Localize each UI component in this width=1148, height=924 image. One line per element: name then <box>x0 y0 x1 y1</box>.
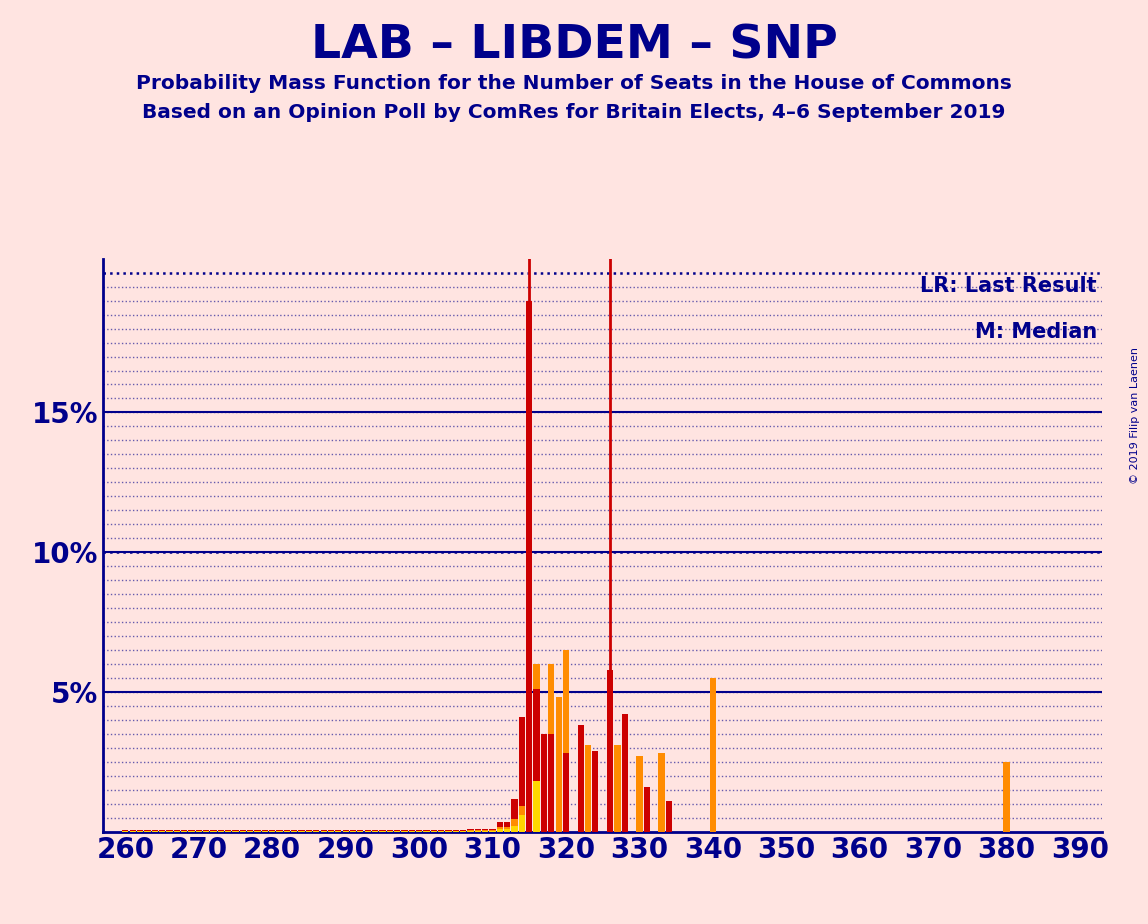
Bar <box>512 819 518 832</box>
Bar <box>636 756 643 832</box>
Bar <box>255 831 261 832</box>
Bar <box>402 830 408 832</box>
Bar <box>305 831 312 832</box>
Bar <box>203 831 209 832</box>
Bar <box>526 300 533 832</box>
Bar <box>504 829 511 832</box>
Bar <box>497 829 503 832</box>
Bar <box>563 753 569 832</box>
Bar <box>357 831 364 832</box>
Bar <box>240 831 246 832</box>
Bar <box>1003 761 1010 832</box>
Text: LR: Last Result: LR: Last Result <box>921 276 1097 296</box>
Bar <box>482 829 488 832</box>
Bar <box>467 830 474 832</box>
Bar <box>482 830 488 832</box>
Bar <box>439 830 444 832</box>
Bar <box>512 799 518 832</box>
Bar <box>592 750 598 832</box>
Bar <box>475 829 481 832</box>
Bar <box>365 830 371 832</box>
Bar <box>519 717 525 832</box>
Bar <box>262 831 267 832</box>
Bar <box>145 831 150 832</box>
Bar <box>563 650 569 832</box>
Bar <box>424 830 429 832</box>
Bar <box>556 698 561 832</box>
Bar <box>519 807 525 832</box>
Bar <box>277 831 282 832</box>
Bar <box>584 745 591 832</box>
Bar <box>210 831 217 832</box>
Bar <box>394 830 401 832</box>
Bar <box>549 734 554 832</box>
Bar <box>342 831 349 832</box>
Bar <box>475 830 481 832</box>
Bar <box>607 670 613 832</box>
Text: © 2019 Filip van Laenen: © 2019 Filip van Laenen <box>1130 347 1140 484</box>
Text: LAB – LIBDEM – SNP: LAB – LIBDEM – SNP <box>311 23 837 68</box>
Bar <box>225 831 231 832</box>
Bar <box>298 831 304 832</box>
Bar <box>534 689 540 832</box>
Bar <box>467 829 474 832</box>
Bar <box>416 830 422 832</box>
Bar <box>181 831 187 832</box>
Bar <box>460 830 466 832</box>
Bar <box>541 734 548 832</box>
Bar <box>497 827 503 832</box>
Bar <box>247 831 254 832</box>
Bar <box>497 821 503 832</box>
Bar <box>512 826 518 832</box>
Bar <box>445 830 451 832</box>
Bar <box>188 831 194 832</box>
Bar <box>284 831 290 832</box>
Bar <box>372 830 378 832</box>
Bar <box>350 831 356 832</box>
Bar <box>195 831 202 832</box>
Bar <box>122 831 129 832</box>
Bar <box>519 815 525 832</box>
Bar <box>218 831 224 832</box>
Bar <box>621 714 628 832</box>
Bar <box>328 831 334 832</box>
Bar <box>658 753 665 832</box>
Bar <box>130 831 135 832</box>
Bar <box>269 831 276 832</box>
Bar <box>577 725 584 832</box>
Bar <box>409 830 414 832</box>
Bar <box>504 827 511 832</box>
Text: M: Median: M: Median <box>975 322 1097 342</box>
Bar <box>137 831 144 832</box>
Bar <box>614 745 621 832</box>
Bar <box>452 830 459 832</box>
Bar <box>158 831 165 832</box>
Bar <box>313 831 319 832</box>
Text: Probability Mass Function for the Number of Seats in the House of Commons: Probability Mass Function for the Number… <box>137 74 1011 93</box>
Bar <box>666 801 672 832</box>
Bar <box>430 830 437 832</box>
Bar <box>232 831 239 832</box>
Bar <box>504 821 511 832</box>
Bar <box>534 664 540 832</box>
Bar <box>387 830 393 832</box>
Bar <box>152 831 157 832</box>
Bar <box>166 831 172 832</box>
Bar <box>489 829 496 832</box>
Bar <box>335 831 341 832</box>
Bar <box>709 678 716 832</box>
Bar <box>173 831 180 832</box>
Bar <box>320 831 327 832</box>
Bar <box>489 830 496 832</box>
Bar <box>644 787 650 832</box>
Text: Based on an Opinion Poll by ComRes for Britain Elects, 4–6 September 2019: Based on an Opinion Poll by ComRes for B… <box>142 103 1006 123</box>
Bar <box>292 831 297 832</box>
Bar <box>534 782 540 832</box>
Bar <box>549 664 554 832</box>
Bar <box>379 830 386 832</box>
